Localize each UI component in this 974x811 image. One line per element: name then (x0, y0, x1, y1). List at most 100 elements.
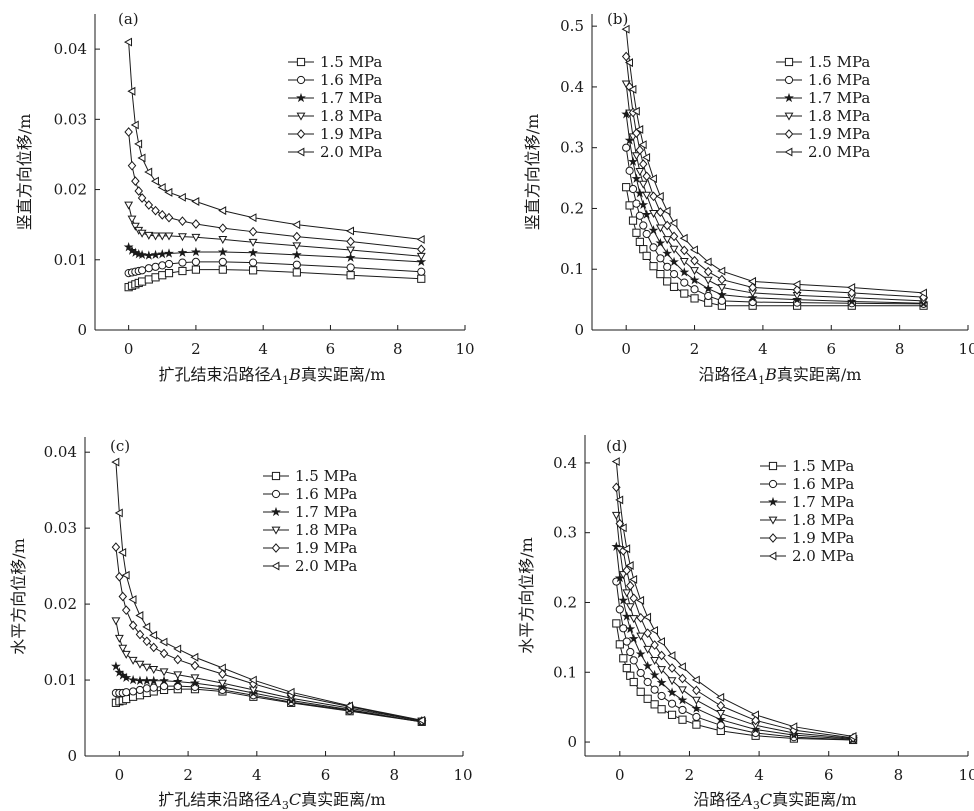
square-marker (692, 720, 701, 729)
triangle-left-marker (622, 544, 631, 554)
y-tick-label: 0.5 (560, 17, 584, 35)
series-1_9-MPa (124, 127, 426, 255)
chart-panel: 0 0.1 0.2 0.3 0.4 0.5 0 2 4 6 8 10 (b) 竖直方向位移/m 沿路径A1B… (523, 10, 974, 387)
triangle-left-marker (121, 570, 130, 580)
triangle-down-marker (625, 603, 635, 612)
square-marker (669, 282, 679, 291)
triangle-left-marker (635, 125, 644, 134)
y-tick-label: 0.02 (54, 181, 87, 199)
triangle-left-marker (142, 622, 151, 632)
circle-marker (717, 296, 726, 305)
triangle-down-marker (667, 677, 677, 686)
square-marker (218, 265, 227, 274)
triangle-left-marker (655, 191, 664, 201)
triangle-left-marker (642, 152, 651, 162)
star-marker (768, 496, 778, 507)
star-marker (141, 675, 152, 685)
square-marker (151, 273, 160, 282)
square-marker (164, 269, 174, 278)
diamond-marker (748, 282, 757, 293)
circle-marker (619, 624, 628, 633)
y-tick-label: 0.4 (553, 454, 577, 472)
triangle-left-marker (847, 283, 856, 292)
square-marker (292, 268, 301, 277)
diamond-marker (142, 636, 152, 647)
triangle-left-marker (177, 192, 186, 202)
triangle-down-marker (164, 232, 174, 241)
legend-label: 1.8 MPa (792, 511, 854, 529)
panel-label: (d) (606, 437, 627, 455)
star-marker (618, 595, 629, 605)
triangle-left-marker (624, 58, 633, 68)
triangle-left-marker (127, 86, 136, 96)
triangle-left-marker (417, 715, 426, 725)
series-1_5-MPa (111, 685, 426, 726)
star-marker (248, 247, 258, 257)
legend-label: 1.7 MPa (792, 493, 854, 511)
y-tick-label: 0.03 (54, 110, 87, 128)
triangle-down-marker (690, 267, 699, 276)
triangle-left-marker (689, 245, 698, 255)
star-marker (635, 648, 646, 659)
circle-marker (678, 705, 687, 715)
circle-marker (135, 685, 145, 695)
square-marker (622, 183, 631, 192)
legend-label: 1.9 MPa (320, 125, 382, 143)
x-tick-label: 0 (115, 766, 125, 784)
star-marker (703, 283, 714, 293)
triangle-left-marker (618, 523, 627, 533)
square-marker (296, 57, 306, 67)
triangle-left-marker (638, 140, 647, 150)
star-marker (631, 173, 642, 183)
diamond-marker (784, 129, 794, 139)
diamond-marker (417, 244, 426, 255)
y-axis-title: 水平方向位移/m (517, 537, 536, 654)
diamond-marker (635, 145, 645, 155)
diamond-marker (636, 612, 645, 623)
diamond-marker (680, 245, 689, 256)
triangle-down-marker (622, 589, 632, 598)
diamond-marker (717, 274, 727, 285)
triangle-left-marker (296, 147, 305, 157)
x-tick-label: 2 (183, 766, 193, 784)
triangle-down-marker (191, 233, 201, 242)
triangle-down-marker (611, 511, 621, 520)
circle-marker (292, 260, 301, 269)
legend-label: 1.9 MPa (295, 539, 357, 557)
triangle-down-marker (135, 660, 145, 669)
triangle-down-marker (768, 516, 778, 525)
series-line (625, 29, 924, 294)
diamond-marker (642, 171, 651, 182)
square-marker (784, 57, 794, 67)
triangle-down-marker (248, 238, 258, 247)
triangle-left-marker (691, 675, 700, 685)
star-marker (271, 506, 281, 517)
y-axis-title: 水平方向位移/m (9, 538, 28, 655)
triangle-down-marker (655, 224, 665, 233)
star-marker (345, 252, 356, 262)
triangle-down-marker (416, 252, 426, 261)
x-axis-title: 沿路径A1B真实距离/m (699, 365, 862, 387)
legend-label: 2.0 MPa (320, 143, 382, 161)
star-marker (649, 669, 660, 680)
y-tick-label: 0.01 (54, 251, 87, 269)
triangle-down-marker (292, 242, 302, 251)
square-marker (622, 663, 631, 673)
x-tick-label: 10 (958, 340, 974, 358)
x-tick-label: 0 (124, 340, 134, 358)
triangle-left-marker (191, 197, 200, 206)
y-tick-label: 0 (574, 321, 584, 339)
triangle-left-marker (750, 710, 759, 720)
square-marker (191, 265, 201, 274)
triangle-left-marker (615, 495, 624, 505)
triangle-left-marker (669, 218, 678, 228)
diamond-marker (149, 642, 158, 653)
triangle-down-marker (130, 222, 140, 231)
circle-marker (642, 229, 651, 239)
diamond-marker (669, 231, 679, 242)
x-tick-label: 0 (615, 766, 625, 784)
square-marker (271, 471, 281, 481)
diamond-marker (639, 159, 648, 169)
star-marker (679, 267, 690, 277)
